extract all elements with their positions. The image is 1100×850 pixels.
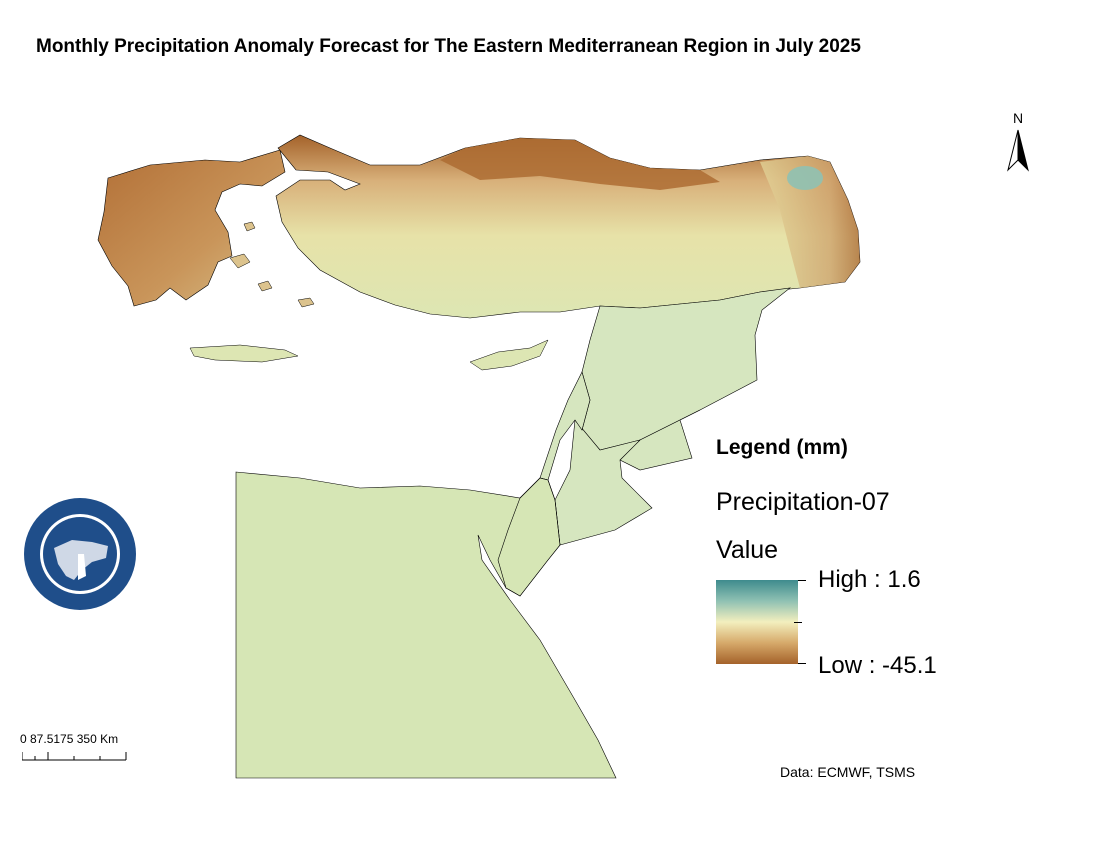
sinai-border	[497, 477, 561, 597]
emcc-logo	[22, 496, 138, 612]
jordan-region	[554, 419, 653, 546]
legend-title: Legend (mm)	[716, 436, 848, 459]
scale-bar-ticks	[22, 752, 127, 761]
crete-island	[189, 344, 299, 363]
legend-high-label: High : 1.6	[818, 566, 921, 593]
legend-field-name: Value	[716, 536, 779, 564]
logo-emblem-icon	[24, 498, 136, 610]
eastern-turkey-dry	[760, 156, 860, 288]
legend-low-label: Low : -45.1	[818, 652, 937, 679]
wet-anomaly-ne	[787, 166, 823, 190]
greece-region	[97, 149, 286, 307]
scale-bar-labels: 0 87.5175 350 Km	[20, 732, 119, 746]
map-title: Monthly Precipitation Anomaly Forecast f…	[36, 36, 861, 57]
aegean-islands	[229, 221, 315, 308]
ramp-tick-low	[798, 663, 806, 664]
cyprus-island	[469, 339, 549, 371]
levant-coast-region	[539, 371, 591, 481]
black-sea-coast-dry	[440, 138, 720, 190]
ramp-tick-high	[798, 580, 806, 581]
data-source: Data: ECMWF, TSMS	[780, 764, 916, 780]
ramp-tick-mid	[794, 622, 802, 623]
legend-color-ramp	[716, 580, 798, 664]
syria-region	[581, 287, 792, 451]
north-arrow-icon	[1007, 129, 1029, 172]
scale-bar: 0 87.5175 350 Km	[20, 730, 190, 770]
north-arrow: N	[1000, 110, 1036, 180]
legend-layer-name: Precipitation-07	[716, 488, 890, 516]
north-label: N	[1012, 110, 1024, 126]
